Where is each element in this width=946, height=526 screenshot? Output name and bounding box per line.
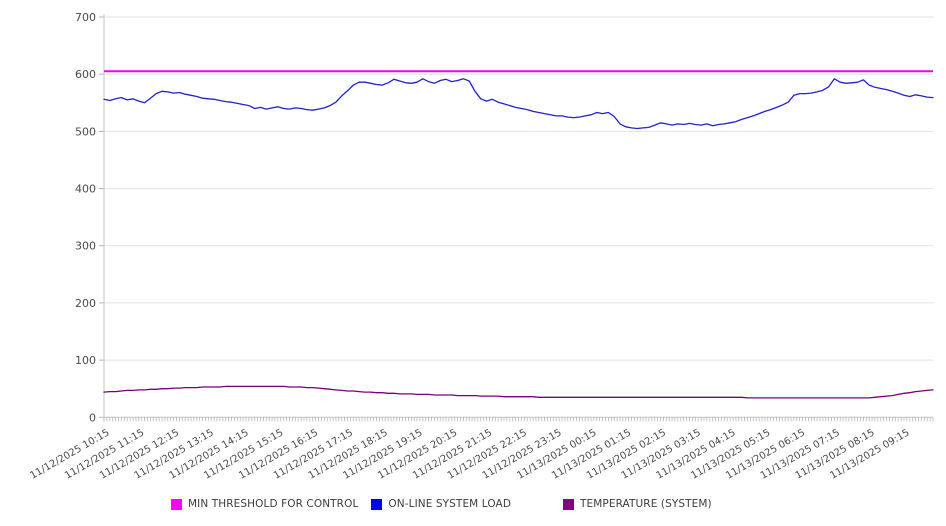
legend-item-min-threshold[interactable]: MIN THRESHOLD FOR CONTROL xyxy=(171,498,358,510)
legend-label-min-threshold: MIN THRESHOLD FOR CONTROL xyxy=(188,498,359,510)
legend-label-system-load: ON-LINE SYSTEM LOAD xyxy=(388,498,511,510)
legend-label-temperature: TEMPERATURE (SYSTEM) xyxy=(580,498,712,510)
svg-text:500: 500 xyxy=(75,125,96,138)
chart-legend: MIN THRESHOLD FOR CONTROL ON-LINE SYSTEM… xyxy=(171,498,712,510)
legend-swatch-min-threshold-icon xyxy=(171,498,182,510)
svg-text:100: 100 xyxy=(75,354,96,367)
svg-text:600: 600 xyxy=(75,68,96,81)
svg-text:300: 300 xyxy=(75,240,96,253)
svg-text:400: 400 xyxy=(75,183,96,196)
legend-swatch-system-load-icon xyxy=(371,498,383,510)
svg-text:200: 200 xyxy=(75,297,96,310)
svg-text:0: 0 xyxy=(89,411,96,424)
legend-item-temperature[interactable]: TEMPERATURE (SYSTEM) xyxy=(563,498,712,510)
svg-text:700: 700 xyxy=(75,11,96,24)
legend-swatch-temperature-icon xyxy=(563,498,574,510)
legend-item-system-load[interactable]: ON-LINE SYSTEM LOAD xyxy=(371,498,511,510)
